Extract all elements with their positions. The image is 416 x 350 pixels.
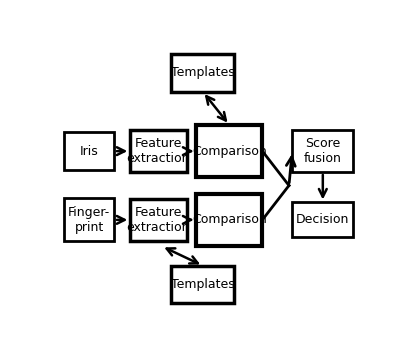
FancyBboxPatch shape: [196, 125, 262, 177]
Text: Score
fusion: Score fusion: [304, 137, 342, 165]
Text: Templates: Templates: [171, 66, 235, 79]
Text: Decision: Decision: [296, 214, 349, 226]
FancyBboxPatch shape: [130, 199, 187, 241]
FancyBboxPatch shape: [292, 202, 354, 237]
FancyBboxPatch shape: [196, 194, 262, 246]
Text: Templates: Templates: [171, 278, 235, 291]
Text: Finger-
print: Finger- print: [68, 206, 110, 234]
FancyBboxPatch shape: [64, 132, 114, 170]
FancyBboxPatch shape: [64, 198, 114, 242]
Text: Feature
extraction: Feature extraction: [126, 206, 190, 234]
FancyBboxPatch shape: [171, 54, 234, 92]
Text: Comparison: Comparison: [192, 145, 267, 158]
Text: Iris: Iris: [80, 145, 99, 158]
FancyBboxPatch shape: [130, 130, 187, 172]
FancyBboxPatch shape: [292, 130, 354, 172]
Text: Comparison: Comparison: [192, 214, 267, 226]
FancyBboxPatch shape: [171, 266, 234, 303]
Text: Feature
extraction: Feature extraction: [126, 137, 190, 165]
